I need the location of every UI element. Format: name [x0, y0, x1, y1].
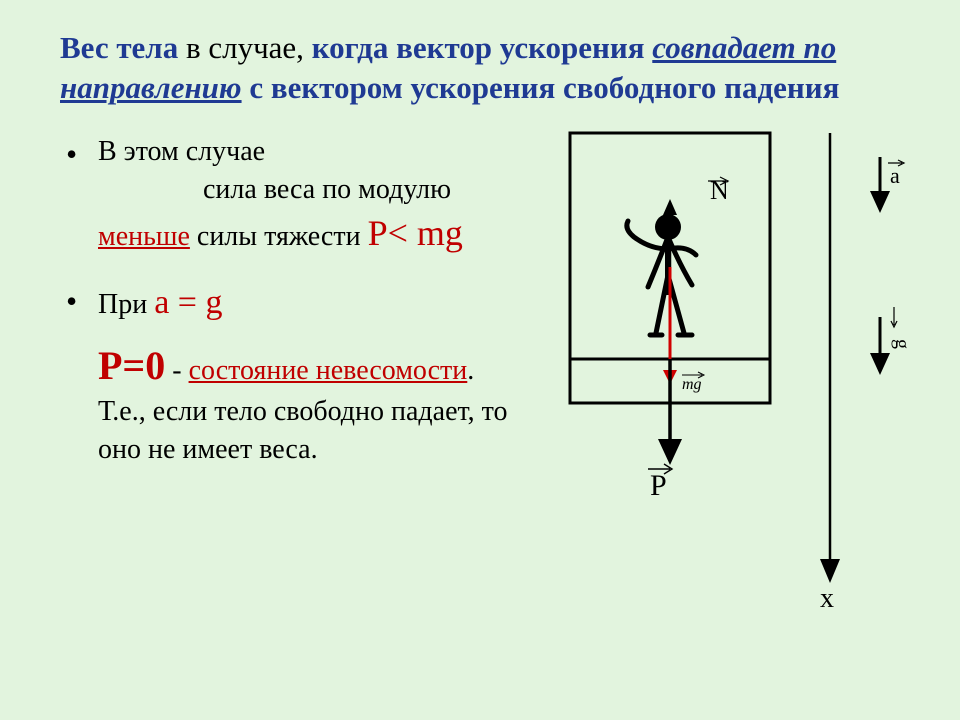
vector-N-head: [663, 199, 677, 215]
vector-P-head: [658, 439, 682, 465]
vector-a-head: [870, 191, 890, 213]
b1-formula: P< mg: [368, 213, 463, 253]
text-column: В этом случае сила веса по модулю меньше…: [60, 127, 520, 491]
bullet-2: При a = g P=0 - состояние невесомости. Т…: [60, 280, 520, 469]
b1-line2a: сила веса по модулю: [203, 174, 451, 205]
title-part-5: с вектором ускорения свободного падения: [242, 70, 840, 105]
b2-p0: P=0: [98, 343, 165, 388]
bullet-1: В этом случае сила веса по модулю меньше…: [60, 133, 520, 257]
b2-eq: a = g: [154, 284, 222, 321]
title-part-2: в случае,: [186, 30, 312, 65]
b2-dash: -: [165, 355, 188, 386]
x-axis-head: [820, 559, 840, 583]
label-g: g: [891, 339, 910, 349]
physics-diagram: N mg P x a: [550, 127, 910, 607]
spacer: [98, 325, 520, 339]
title-part-3: когда вектор ускорения: [312, 30, 653, 65]
person-icon: [627, 214, 696, 335]
b1-underline: меньше: [98, 221, 190, 252]
label-mg: mg: [682, 376, 702, 393]
b2-pri: При: [98, 289, 154, 320]
label-x: x: [820, 583, 834, 607]
slide: Вес тела в случае, когда вектор ускорени…: [0, 0, 960, 720]
b2-state: состояние невесомости: [189, 355, 468, 386]
vec-mark-g: [891, 307, 897, 327]
label-a: a: [890, 163, 900, 188]
bullet-list: В этом случае сила веса по модулю меньше…: [60, 133, 520, 469]
label-g-group: g: [891, 339, 910, 349]
b1-line2b: силы тяжести: [190, 221, 368, 252]
vector-g-head: [870, 353, 890, 375]
slide-title: Вес тела в случае, когда вектор ускорени…: [60, 28, 910, 107]
title-part-1: Вес тела: [60, 30, 186, 65]
content-columns: В этом случае сила веса по модулю меньше…: [60, 127, 910, 491]
b1-line1: В этом случае: [98, 136, 265, 167]
diagram-column: N mg P x a: [550, 127, 910, 491]
